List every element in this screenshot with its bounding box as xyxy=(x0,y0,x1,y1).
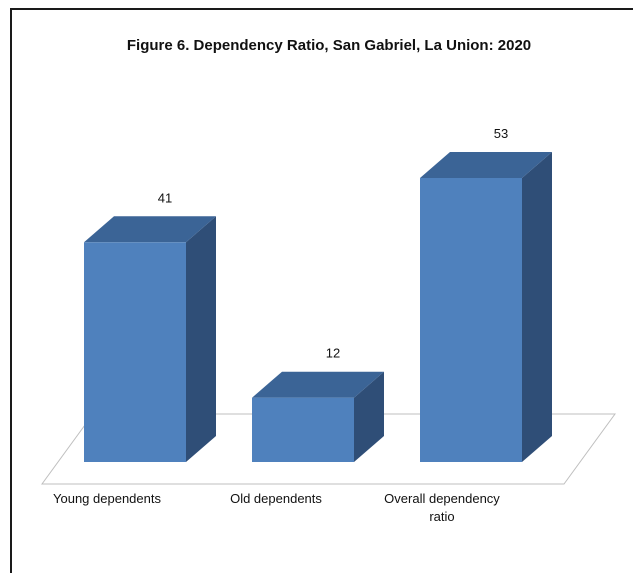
bar-0 xyxy=(84,216,216,462)
bar-2 xyxy=(420,152,552,462)
bar-top xyxy=(84,216,216,243)
chart-border xyxy=(10,8,633,573)
data-labels-layer: 41 12 53 xyxy=(158,126,508,361)
bar-top xyxy=(252,371,384,398)
category-label: ratio xyxy=(429,509,454,524)
bar-front xyxy=(84,242,186,462)
bar-1 xyxy=(252,371,384,462)
bar-side xyxy=(186,216,216,462)
bar-side xyxy=(522,152,552,462)
bar-front xyxy=(252,397,354,462)
bar-side xyxy=(354,371,384,462)
category-label: Young dependents xyxy=(53,491,161,506)
category-labels-layer: Young dependents Old dependents Overall de… xyxy=(53,491,500,524)
bars-layer xyxy=(84,152,552,462)
category-label: Overall dependency xyxy=(384,491,500,506)
data-label: 41 xyxy=(158,190,172,205)
data-label: 53 xyxy=(494,126,508,141)
bar-top xyxy=(420,152,552,178)
category-label: Old dependents xyxy=(230,491,322,506)
chart-title: Figure 6. Dependency Ratio, San Gabriel,… xyxy=(127,37,531,54)
bar-front xyxy=(420,178,522,462)
data-label: 12 xyxy=(326,346,340,361)
